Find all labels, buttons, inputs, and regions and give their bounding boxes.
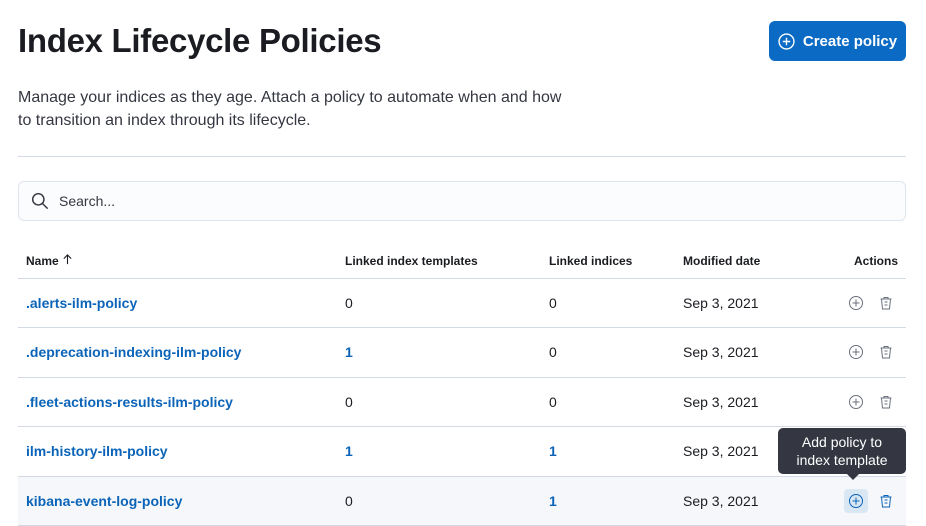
create-policy-label: Create policy bbox=[802, 32, 898, 50]
delete-policy-button[interactable] bbox=[874, 390, 898, 414]
delete-policy-button[interactable] bbox=[874, 489, 898, 513]
sort-arrow-up-icon bbox=[63, 254, 72, 265]
trash-icon bbox=[880, 296, 892, 310]
delete-policy-button[interactable] bbox=[874, 291, 898, 315]
plus-circle-icon bbox=[778, 32, 795, 50]
divider bbox=[18, 156, 906, 157]
modified-date: Sep 3, 2021 bbox=[675, 426, 798, 477]
trash-icon bbox=[880, 395, 892, 409]
column-header-name[interactable]: Name bbox=[18, 245, 337, 279]
indices-count: 0 bbox=[549, 344, 557, 361]
policy-name-link[interactable]: .alerts-ilm-policy bbox=[26, 294, 138, 311]
templates-link[interactable]: 1 bbox=[345, 443, 353, 460]
table-row: .deprecation-indexing-ilm-policy 1 0 Sep … bbox=[18, 327, 906, 378]
templates-count: 0 bbox=[345, 294, 353, 311]
policy-name-link[interactable]: .fleet-actions-results-ilm-policy bbox=[26, 393, 233, 410]
add-to-template-button[interactable] bbox=[844, 390, 868, 414]
search-input[interactable] bbox=[59, 193, 859, 209]
templates-link[interactable]: 1 bbox=[345, 344, 353, 361]
plus-circle-icon bbox=[849, 345, 863, 360]
indices-link[interactable]: 1 bbox=[549, 443, 557, 460]
policy-name-link[interactable]: ilm-history-ilm-policy bbox=[26, 443, 168, 460]
table-row: .alerts-ilm-policy 0 0 Sep 3, 2021 bbox=[18, 278, 906, 328]
column-header-templates[interactable]: Linked index templates bbox=[337, 245, 541, 279]
policy-name-link[interactable]: kibana-event-log-policy bbox=[26, 492, 183, 509]
plus-circle-icon bbox=[849, 394, 863, 409]
modified-date: Sep 3, 2021 bbox=[675, 377, 798, 427]
modified-date: Sep 3, 2021 bbox=[675, 476, 798, 526]
tooltip: Add policy to index template bbox=[778, 428, 906, 480]
templates-count: 0 bbox=[345, 393, 353, 410]
column-header-date[interactable]: Modified date bbox=[675, 245, 798, 279]
modified-date: Sep 3, 2021 bbox=[675, 327, 798, 378]
plus-circle-icon bbox=[849, 493, 863, 508]
indices-count: 0 bbox=[549, 393, 557, 410]
column-header-actions: Actions bbox=[797, 245, 906, 279]
add-to-template-button[interactable] bbox=[844, 340, 868, 364]
modified-date: Sep 3, 2021 bbox=[675, 278, 798, 328]
page-description: Manage your indices as they age. Attach … bbox=[18, 89, 562, 129]
table-row: kibana-event-log-policy 0 1 Sep 3, 2021 bbox=[18, 476, 906, 526]
table-row: ilm-history-ilm-policy 1 1 Sep 3, 2021 bbox=[18, 426, 906, 477]
indices-count: 0 bbox=[549, 294, 557, 311]
page-title: Index Lifecycle Policies bbox=[18, 22, 382, 59]
add-to-template-button[interactable] bbox=[844, 291, 868, 315]
plus-circle-icon bbox=[849, 295, 863, 310]
templates-count: 0 bbox=[345, 492, 353, 509]
search-bar[interactable] bbox=[18, 181, 906, 221]
search-icon bbox=[31, 192, 49, 210]
indices-link[interactable]: 1 bbox=[549, 492, 557, 509]
policies-table: Name Linked index templates Linked indic… bbox=[18, 245, 906, 526]
column-header-indices[interactable]: Linked indices bbox=[541, 245, 675, 279]
add-to-template-button[interactable] bbox=[844, 488, 868, 513]
policy-name-link[interactable]: .deprecation-indexing-ilm-policy bbox=[26, 344, 242, 361]
create-policy-button[interactable]: Create policy bbox=[769, 21, 906, 61]
trash-icon bbox=[880, 494, 892, 508]
delete-policy-button[interactable] bbox=[874, 340, 898, 364]
trash-icon bbox=[880, 346, 892, 359]
table-row: .fleet-actions-results-ilm-policy 0 0 Sep… bbox=[18, 377, 906, 427]
